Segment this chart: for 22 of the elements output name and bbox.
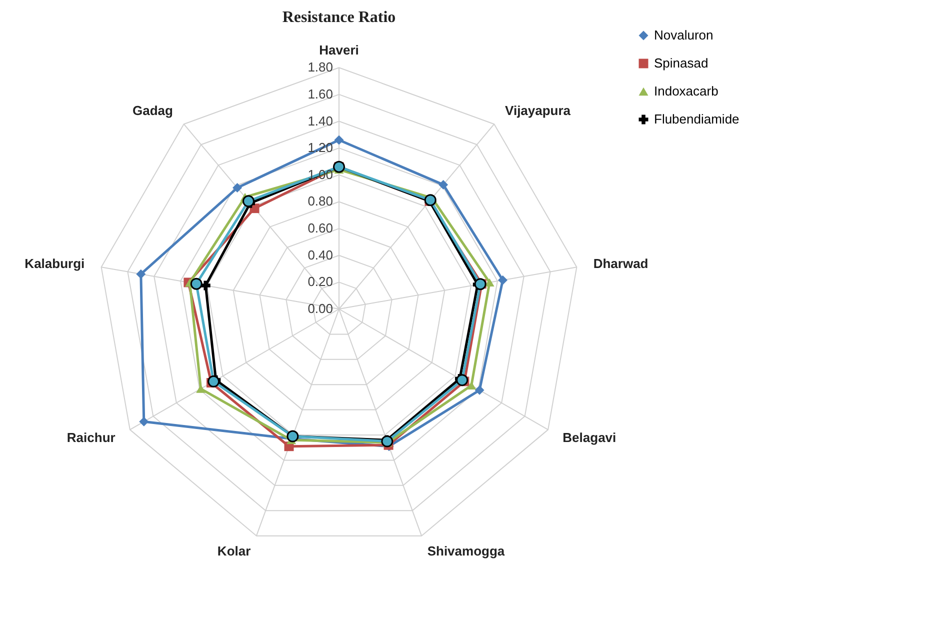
legend-label: Spinasad <box>654 56 708 70</box>
y-tick-label: 0.60 <box>308 220 333 236</box>
y-tick-label: 0.20 <box>308 274 333 290</box>
spoke-label: Vijayapura <box>505 103 572 118</box>
spoke-label: Belagavi <box>562 430 616 446</box>
spoke-label: Raichur <box>66 430 116 446</box>
spoke-label: Kalaburgi <box>24 256 85 272</box>
y-tick-label: 1.40 <box>308 113 333 128</box>
spoke-label: Kolar <box>217 544 251 559</box>
spoke-label: Haveri <box>319 42 359 58</box>
legend-label: Novaluron <box>654 28 714 42</box>
spoke-label: Shivamogga <box>427 544 506 559</box>
spoke-label: Gadag <box>132 103 174 118</box>
chart-title: Resistance Ratio <box>282 9 396 26</box>
y-tick-label: 0.80 <box>308 194 333 209</box>
spoke-label: Dharwad <box>593 256 648 272</box>
legend-label: Flubendiamide <box>654 112 740 126</box>
y-tick-label: 1.60 <box>308 86 333 102</box>
y-tick-label: 0.00 <box>308 301 333 316</box>
legend-label: Indoxacarb <box>654 84 718 98</box>
y-tick-label: 1.80 <box>308 60 333 75</box>
y-tick-label: 0.40 <box>308 247 333 262</box>
